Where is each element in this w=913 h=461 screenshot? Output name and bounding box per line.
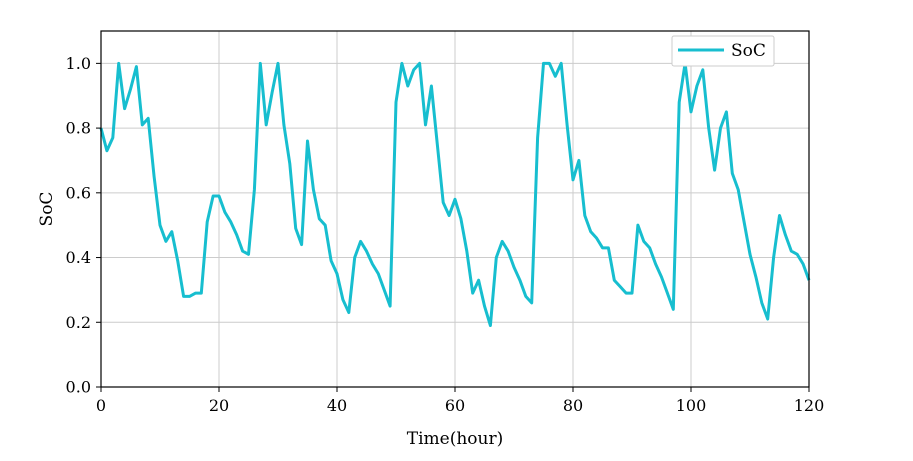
legend: SoC [671, 35, 775, 67]
y-axis-label: SoC [37, 192, 57, 227]
x-tick-label: 60 [445, 396, 465, 415]
x-tick-label: 20 [209, 396, 229, 415]
legend-label: SoC [731, 41, 766, 61]
series-line-soc [99, 61, 811, 328]
y-tick-label: 0.6 [66, 183, 91, 202]
x-tick-label: 100 [676, 396, 707, 415]
y-tick-label: 0.4 [66, 248, 91, 267]
series-layer [99, 61, 811, 328]
y-tick-label: 0.2 [66, 313, 91, 332]
y-tick-label: 0.0 [66, 378, 91, 397]
ticks: 0 20 40 60 80 100 120 0.0 0.2 0.4 0.6 0.8 1.0 [66, 54, 825, 415]
y-tick-label: 0.8 [66, 119, 91, 138]
y-tick-label: 1.0 [66, 54, 91, 73]
x-axis-label: Time(hour) [407, 429, 503, 449]
x-tick-label: 120 [794, 396, 825, 415]
x-tick-label: 40 [327, 396, 347, 415]
x-tick-label: 80 [563, 396, 583, 415]
x-tick-label: 0 [96, 396, 106, 415]
